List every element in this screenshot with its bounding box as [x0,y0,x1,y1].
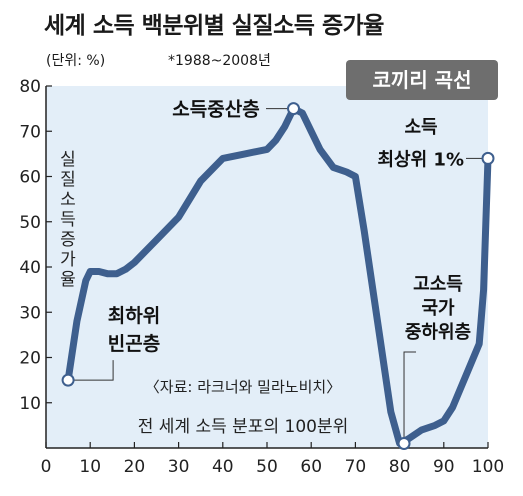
annotation-marker [61,373,75,387]
annotation-leader [68,360,114,381]
x-tick-label: 80 [389,457,411,477]
x-tick-label: 50 [256,457,278,477]
y-axis-label-char: 득 [60,210,76,230]
y-tick-label: 70 [19,122,41,142]
y-tick-label: 50 [19,213,41,233]
x-tick-label: 0 [41,457,52,477]
x-tick-label: 90 [433,457,455,477]
annotation-label: 국가 [421,298,455,319]
unit-note: (단위: %) [46,53,106,69]
y-axis-label-char: 실 [60,150,76,170]
x-tick-label: 60 [300,457,322,477]
x-tick-label: 40 [212,457,234,477]
annotation-label: 소득 [404,117,437,138]
y-axis-label-char: 율 [60,270,76,290]
y-tick-label: 10 [19,394,41,414]
annotation-leader [403,351,417,438]
annotation-marker [481,151,495,165]
y-axis-label-char: 가 [60,250,76,270]
x-tick-label: 30 [168,457,190,477]
y-tick-label: 40 [19,258,41,278]
y-axis-label-char: 증 [60,230,76,250]
annotation-label: 중하위층 [405,322,471,343]
x-axis-label: 전 세계 소득 분포의 100분위 [138,417,348,437]
x-tick-label: 70 [345,457,367,477]
annotation-label: 빈곤층 [108,333,160,355]
x-tick-label: 20 [124,457,146,477]
annotation-label: 최상위 1% [377,149,464,170]
elephant-curve-badge: 코끼리 곡선 [346,60,498,100]
y-axis-label-char: 소 [60,190,76,210]
series-group [64,105,492,447]
y-axis-label-char: 질 [60,170,76,190]
y-tick-label: 20 [19,349,41,369]
annotation-label: 소득중산층 [172,99,259,121]
chart-title: 세계 소득 백분위별 실질소득 증가율 [44,13,384,39]
x-tick-label: 10 [79,457,101,477]
annotation-label: 고소득 [413,274,463,295]
annotation-label: 최하위 [108,305,160,327]
series-line [64,105,492,447]
annotation-marker [397,436,411,450]
y-tick-label: 60 [19,168,41,188]
source-note: 〈자료: 라크너와 밀라노비치〉 [145,378,341,396]
y-tick-label: 80 [19,77,41,97]
x-tick-label: 100 [472,457,504,477]
y-tick-label: 30 [19,303,41,323]
annotation-marker [287,102,301,116]
axes: 10 20 30 40 50 60 70 80 0 10 20 30 40 50 60 70 80 90 100 실질… [19,77,504,477]
period-note: *1988~2008년 [168,53,271,69]
